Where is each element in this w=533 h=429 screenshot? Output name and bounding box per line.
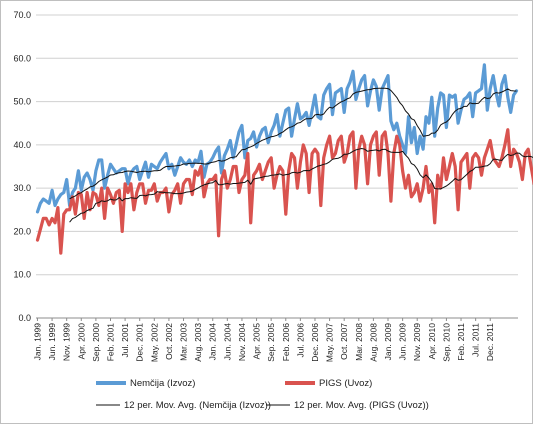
x-tick-label: Jan. 2004 <box>208 323 218 361</box>
legend-label-3: 12 per. Mov. Avg. (PIGS (Uvoz)) <box>294 400 429 411</box>
x-tick-label: May. 2007 <box>325 323 335 362</box>
x-tick-label: Oct. 2002 <box>164 323 174 360</box>
y-tick-label: 30.0 <box>13 183 31 193</box>
x-tick-label: Mar. 2008 <box>354 323 364 361</box>
y-tick-label: 10.0 <box>13 270 31 280</box>
y-tick-label: 40.0 <box>13 140 31 150</box>
y-tick-label: 0.0 <box>18 313 31 323</box>
x-tick-label: Aug. 2003 <box>193 323 203 362</box>
x-tick-label: Sep. 2000 <box>91 323 101 362</box>
x-tick-label: Sep. 2010 <box>441 323 451 362</box>
x-tick-label: Jun. 1999 <box>47 323 57 361</box>
x-tick-label: Mar. 2003 <box>179 323 189 361</box>
y-tick-label: 50.0 <box>13 97 31 107</box>
x-tick-label: Dec. 2006 <box>310 323 320 362</box>
x-tick-label: Feb. 2006 <box>281 323 291 362</box>
x-tick-label: Oct. 2007 <box>339 323 349 360</box>
x-tick-label: Jul. 2011 <box>471 323 481 357</box>
x-tick-label: Jun. 2004 <box>222 323 232 361</box>
legend-label-2: 12 per. Mov. Avg. (Nemčija (Izvoz)) <box>124 400 271 411</box>
x-tick-label: Feb. 2001 <box>105 323 115 362</box>
x-tick-label: Feb. 2011 <box>456 323 466 361</box>
y-tick-label: 70.0 <box>13 10 31 20</box>
x-tick-label: Nov. 2004 <box>237 323 247 361</box>
x-tick-label: Apr. 2000 <box>76 323 86 360</box>
x-tick-label: Jun. 2009 <box>398 323 408 361</box>
y-tick-label: 60.0 <box>13 53 31 63</box>
legend-label-0: Nemčija (Izvoz) <box>130 378 195 389</box>
legend-label-1: PIGS (Uvoz) <box>319 378 372 389</box>
x-tick-label: Jul. 2006 <box>295 323 305 358</box>
x-tick-label: Dec. 2001 <box>135 323 145 362</box>
x-tick-label: Sep. 2005 <box>266 323 276 362</box>
x-tick-label: Dec. 2011 <box>485 323 495 361</box>
x-tick-label: Nov. 2009 <box>412 323 422 361</box>
x-tick-label: May. 2002 <box>149 323 159 362</box>
x-tick-label: Apr. 2010 <box>427 323 437 360</box>
x-tick-label: Jan. 2009 <box>383 323 393 361</box>
x-tick-label: Aug. 2008 <box>368 323 378 362</box>
x-tick-label: Apr. 2005 <box>252 323 262 360</box>
x-tick-label: Jan. 1999 <box>32 323 42 361</box>
x-tick-label: Jul. 2001 <box>120 323 130 358</box>
y-tick-label: 20.0 <box>13 226 31 236</box>
x-tick-label: Nov. 1999 <box>62 323 72 361</box>
